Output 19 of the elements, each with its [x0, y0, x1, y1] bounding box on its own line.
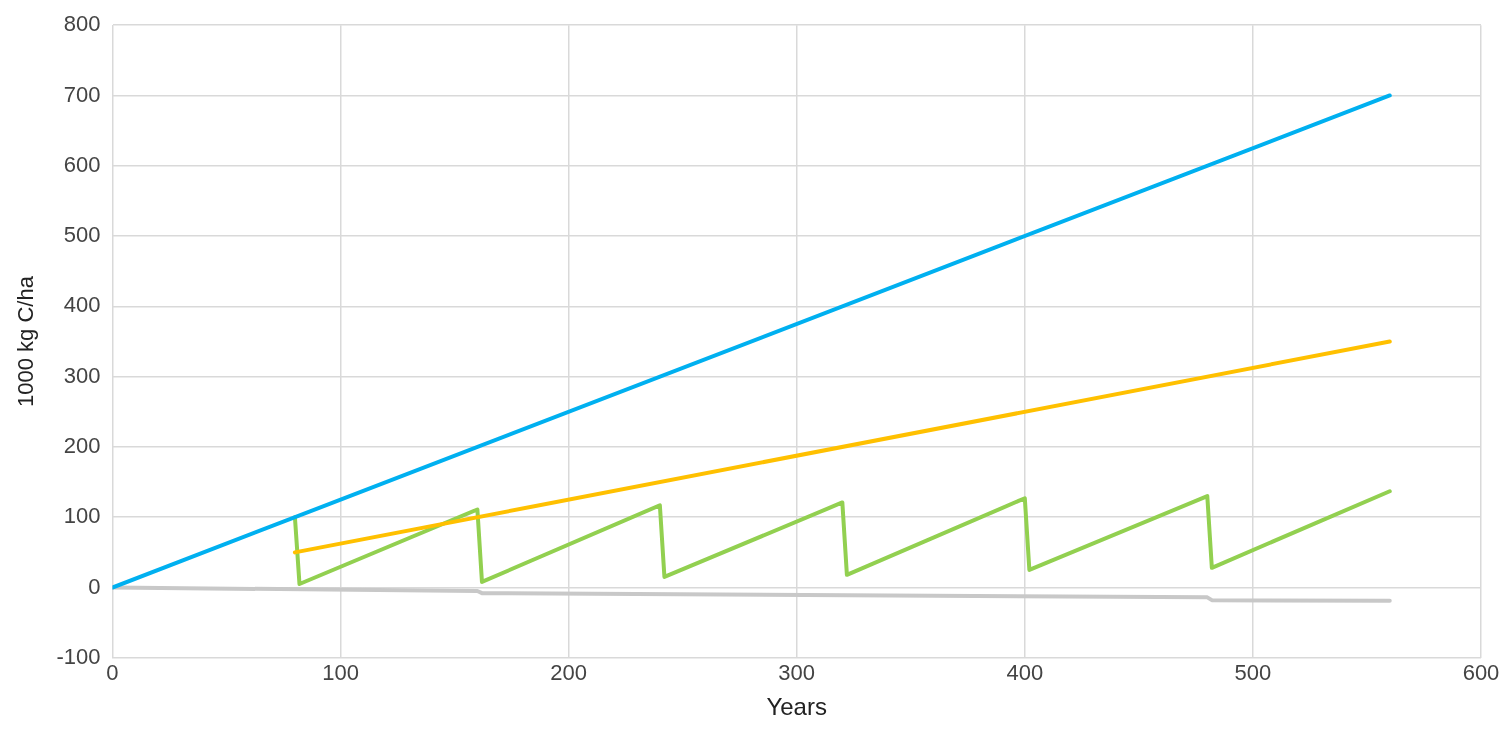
x-tick-label: 100 [322, 660, 359, 686]
y-tick-label: 600 [63, 151, 101, 177]
y-tick-label: 500 [63, 222, 101, 248]
x-tick-label: 400 [1006, 660, 1044, 686]
y-tick-label: 400 [63, 292, 101, 318]
y-tick-label: 100 [63, 503, 101, 529]
y-tick-label: 300 [63, 362, 101, 388]
y-tick-label: -100 [56, 643, 101, 669]
y-tick-label: 200 [63, 433, 101, 458]
x-tick-label: 600 [1462, 660, 1500, 686]
y-tick-label: 0 [88, 573, 101, 599]
y-tick-label: 700 [63, 81, 101, 107]
y-axis-title: 1000 kg C/ha [13, 275, 39, 407]
x-tick-label: 200 [550, 660, 587, 686]
y-tick-label: 800 [63, 11, 101, 37]
x-tick-label: 300 [778, 660, 816, 686]
x-tick-label: 500 [1234, 660, 1272, 686]
x-tick-label: 0 [106, 660, 119, 686]
x-axis-title: Years [766, 693, 827, 721]
